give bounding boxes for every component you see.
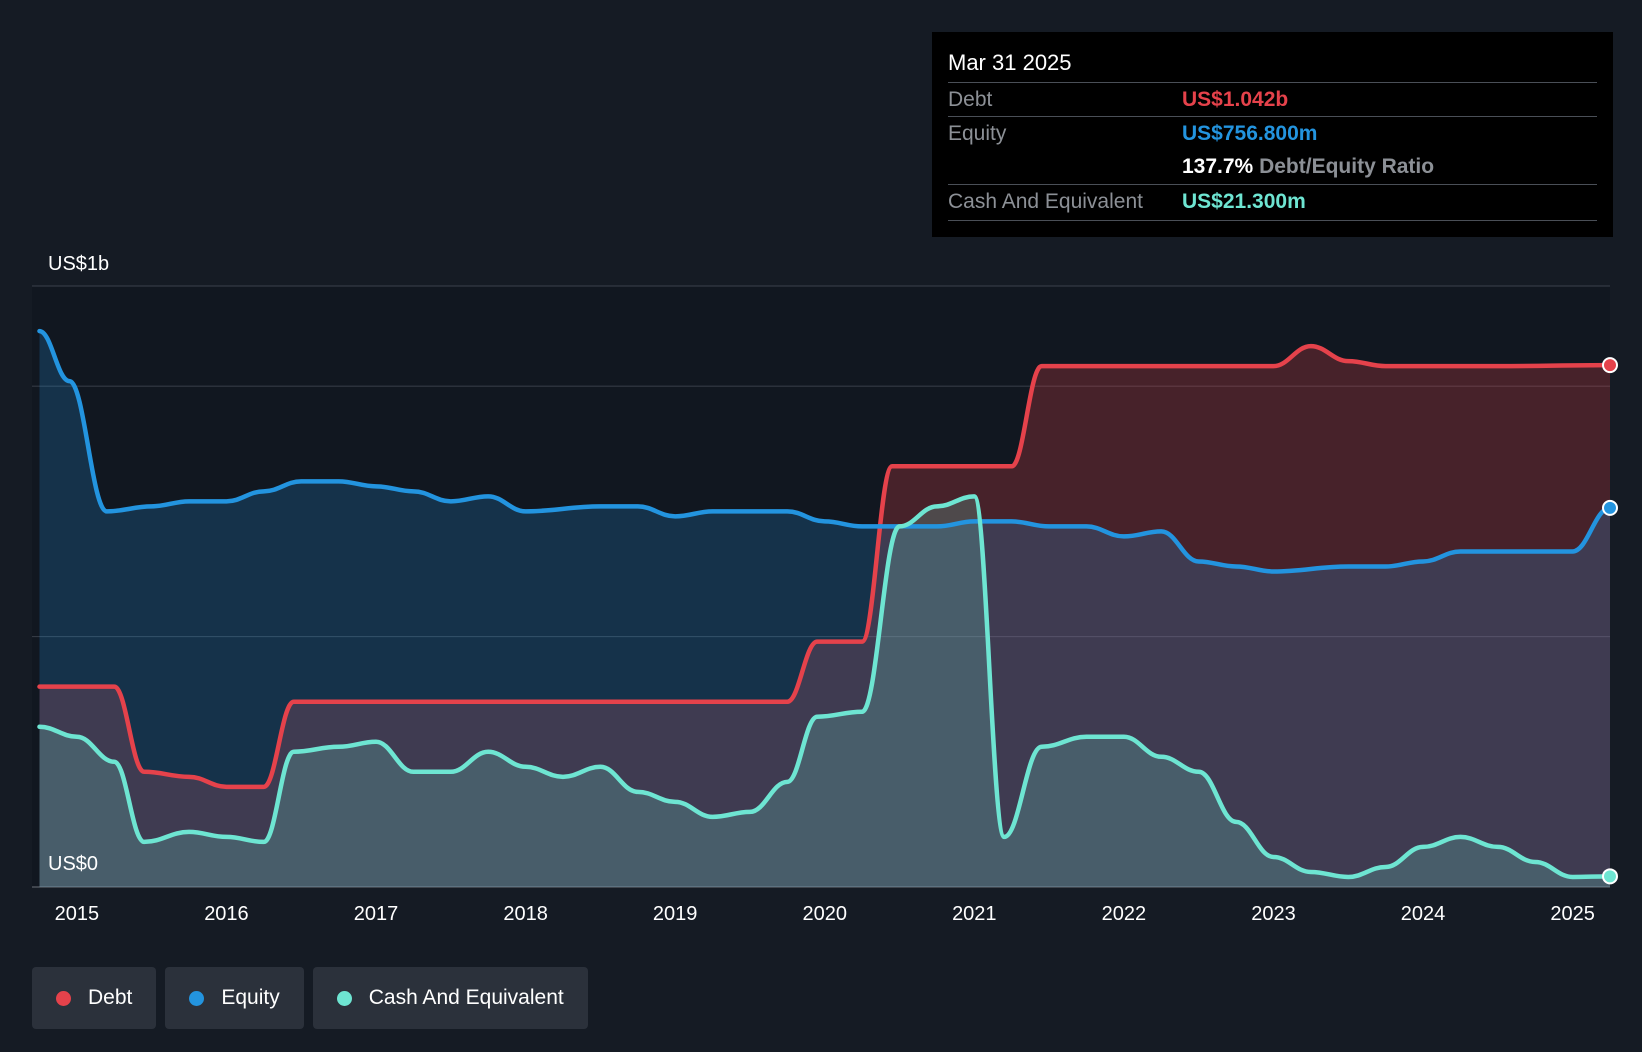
area-debt	[39, 346, 1611, 888]
tooltip-ratio-label: Debt/Equity Ratio	[1259, 155, 1435, 178]
tooltip-row-ratio: 137.7% Debt/Equity Ratio	[948, 150, 1597, 184]
tooltip-debt-value: US$1.042b	[1182, 88, 1289, 111]
x-axis-ticks: 2015 2016 2017 2018 2019 2020 2021 2022 2023 2024…	[55, 903, 1595, 925]
line-debt	[37, 343, 1613, 790]
legend-label-cash: Cash And Equivalent	[368, 986, 564, 1009]
tooltip-equity-value: US$756.800m	[1182, 122, 1318, 145]
tooltip-equity-label: Equity	[948, 122, 1007, 145]
legend-item-debt[interactable]: Debt	[32, 967, 157, 1029]
legend-label-debt: Debt	[88, 986, 133, 1009]
tooltip-row-cash: Cash And Equivalent US$21.300m	[948, 184, 1597, 219]
x-tick-label: 2020	[802, 903, 847, 925]
series-lines	[37, 328, 1613, 880]
x-tick-label: 2025	[1550, 903, 1595, 925]
series-areas	[39, 331, 1611, 888]
legend: Debt Equity Cash And Equivalent	[32, 967, 588, 1029]
x-tick-label: 2018	[503, 903, 548, 925]
tooltip-ratio: 137.7% Debt/Equity Ratio	[1182, 155, 1434, 179]
tooltip-cash-value: US$21.300m	[1182, 190, 1306, 213]
x-tick-label: 2021	[952, 903, 997, 925]
x-tick-label: 2023	[1251, 903, 1296, 925]
x-tick-label: 2022	[1102, 903, 1147, 925]
tooltip-row-equity: Equity US$756.800m	[948, 116, 1597, 151]
line-cash	[37, 494, 1613, 880]
tooltip-panel: Mar 31 2025 Debt US$1.042b Equity US$756…	[932, 32, 1613, 237]
tooltip-divider	[948, 220, 1597, 221]
legend-label-equity: Equity	[221, 986, 280, 1009]
tooltip-ratio-value: 137.7%	[1182, 155, 1254, 178]
x-tick-label: 2017	[354, 903, 399, 925]
legend-dot-equity	[189, 990, 205, 1006]
area-equity	[39, 331, 1611, 887]
x-tick-label: 2024	[1401, 903, 1446, 925]
area-cash	[39, 496, 1611, 887]
x-tick-label: 2016	[204, 903, 249, 925]
endpoint-equity[interactable]	[1602, 499, 1618, 516]
tooltip-row-debt: Debt US$1.042b	[948, 82, 1597, 117]
tooltip-date: Mar 31 2025	[948, 50, 1072, 75]
tooltip-cash-label: Cash And Equivalent	[948, 190, 1143, 213]
tooltip-debt-label: Debt	[948, 88, 993, 111]
line-equity	[37, 328, 1613, 574]
legend-dot-debt	[56, 990, 71, 1006]
endpoint-debt[interactable]	[1602, 357, 1618, 374]
legend-dot-cash	[336, 990, 352, 1006]
x-tick-label: 2019	[653, 903, 698, 925]
legend-item-cash[interactable]: Cash And Equivalent	[312, 967, 588, 1029]
y-tick-label-bottom: US$0	[48, 853, 98, 875]
endpoint-cash[interactable]	[1602, 868, 1618, 885]
series-endpoints	[1602, 357, 1618, 885]
gridlines	[32, 285, 1610, 888]
legend-item-equity[interactable]: Equity	[165, 967, 304, 1029]
y-tick-label-top: US$1b	[48, 253, 109, 275]
x-tick-label: 2015	[55, 903, 100, 925]
